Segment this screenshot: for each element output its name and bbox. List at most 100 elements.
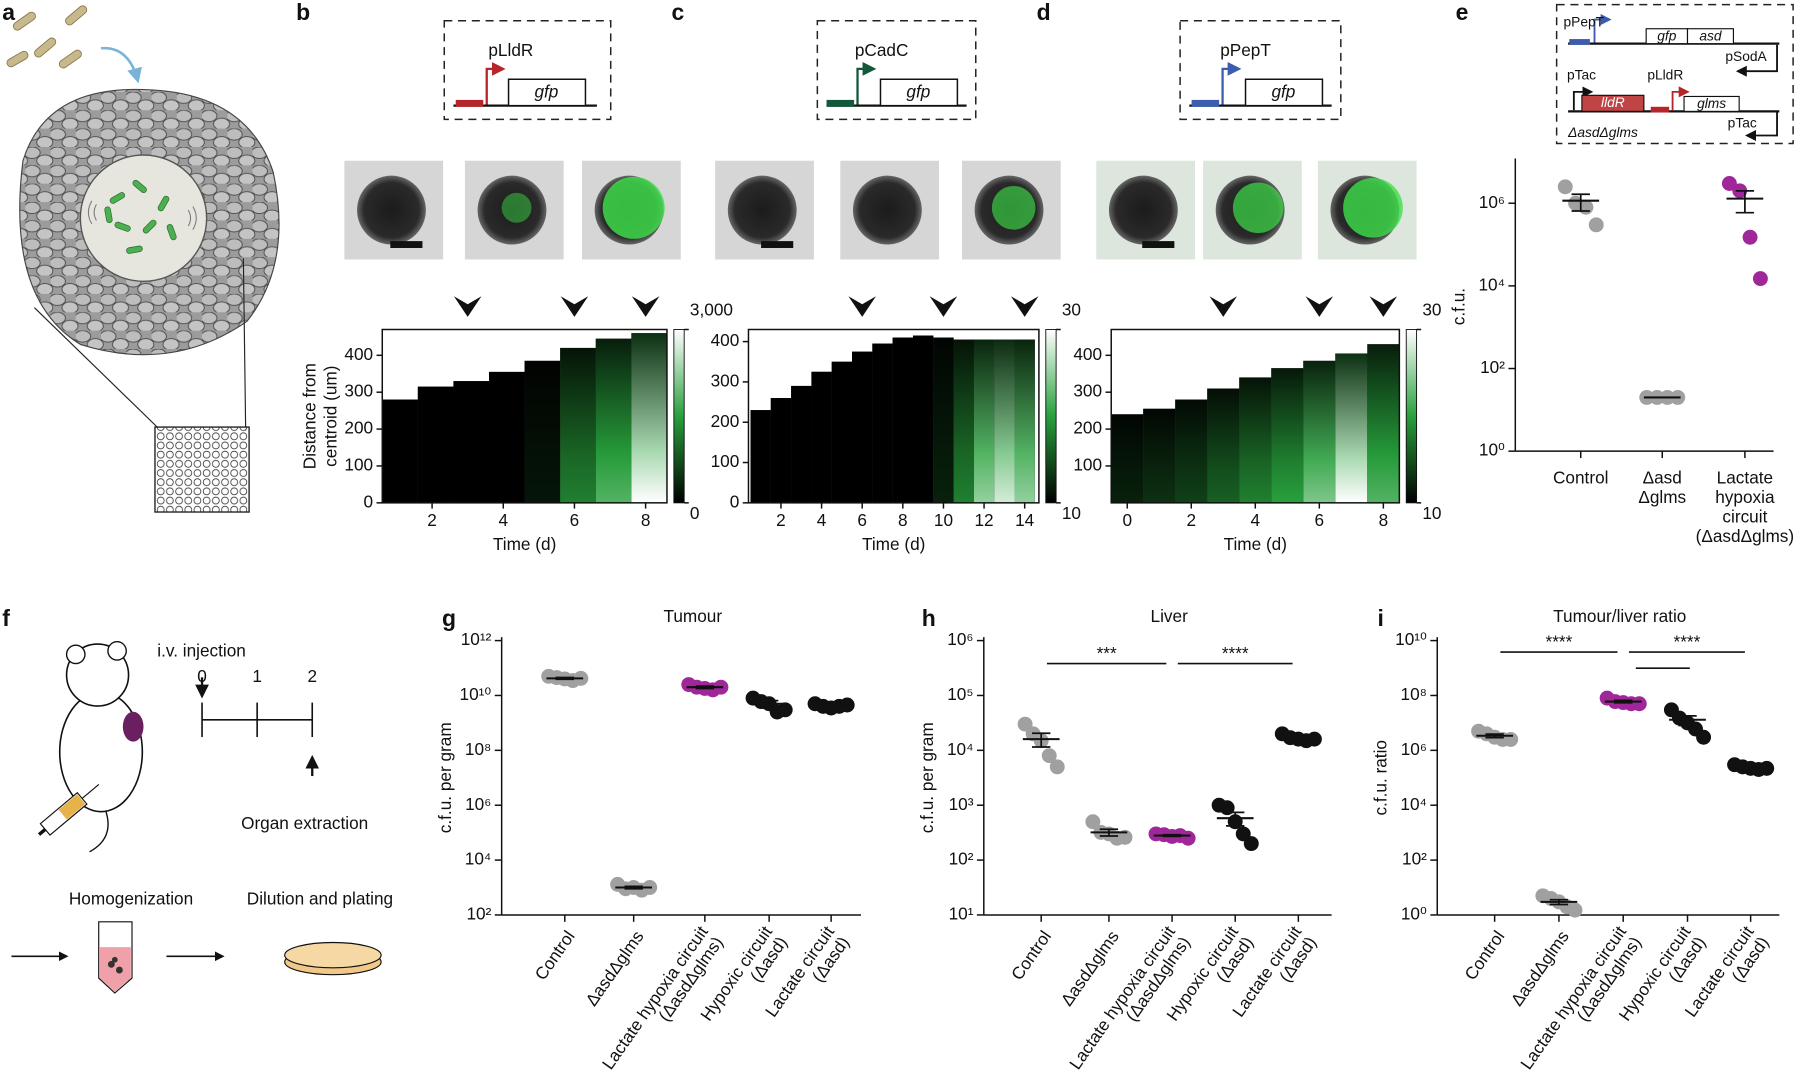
y-tick-label: 10⁴ xyxy=(1400,794,1427,814)
colorbar-label: 10 xyxy=(1062,503,1081,523)
heatmap-cell xyxy=(453,381,490,503)
time-point-arrow xyxy=(929,296,958,317)
heatmap-cell xyxy=(1239,377,1272,503)
construct: pLldR gfp xyxy=(443,19,612,121)
heatmap-cell xyxy=(1367,344,1400,503)
x-tick-label: Control xyxy=(1553,467,1608,487)
y-tick-label: 200 xyxy=(1073,418,1102,438)
heatmap-cell xyxy=(524,360,561,503)
time-point-arrow xyxy=(453,296,482,317)
x-tick-label: 4 xyxy=(1251,510,1261,530)
data-point xyxy=(1049,759,1065,775)
promoter-label: pLldR xyxy=(1647,67,1683,82)
y-tick-label: 200 xyxy=(711,411,740,431)
heatmap-cell xyxy=(953,339,974,503)
plot-frame xyxy=(381,328,668,504)
significance-label: *** xyxy=(1097,643,1117,663)
panel-labels: a b c d e f g h i xyxy=(2,0,1468,631)
x-tick-label: (ΔasdΔglms) xyxy=(1696,526,1795,546)
y-tick-label: 0 xyxy=(730,491,740,511)
colorbar xyxy=(1405,329,1418,504)
promoter-label: pTac xyxy=(1728,116,1757,131)
error-bar xyxy=(1741,765,1760,770)
panel-label: i xyxy=(1378,605,1384,631)
y-axis-label: c.f.u. ratio xyxy=(1371,740,1391,816)
heatmap-cell xyxy=(489,371,525,503)
error-bar xyxy=(695,685,715,690)
x-tick-label: Lactate xyxy=(1717,467,1773,487)
panel-label: g xyxy=(442,605,456,631)
annotation: Organ extraction xyxy=(241,813,368,833)
spheroid xyxy=(727,175,797,245)
promoter-label: pCadC xyxy=(855,40,909,60)
error-bar xyxy=(1678,715,1697,727)
data-point xyxy=(1180,830,1196,846)
error-bar xyxy=(624,885,643,890)
spheroid-illustration xyxy=(6,5,280,513)
y-tick-label: 100 xyxy=(711,451,740,471)
y-tick-label: 10⁶ xyxy=(1479,192,1505,212)
heatmap-cell xyxy=(382,399,418,503)
panel-label: a xyxy=(2,0,15,25)
y-tick-label: 10⁵ xyxy=(947,684,973,704)
data-point xyxy=(1085,814,1101,830)
significance-label: **** xyxy=(1674,631,1701,651)
heatmap-cell xyxy=(912,335,934,503)
heatmap-cell xyxy=(791,385,812,503)
y-tick-label: 10⁴ xyxy=(465,849,492,869)
x-tick-label: 14 xyxy=(1015,510,1035,530)
timeline-label: 2 xyxy=(307,666,317,686)
x-tick-label: 2 xyxy=(427,510,437,530)
x-tick-label: Lactate hypoxia circuit xyxy=(598,922,712,1073)
x-tick-label: 12 xyxy=(974,510,993,530)
x-tick-label: 2 xyxy=(776,510,786,530)
micrographs xyxy=(344,160,1417,260)
x-tick-label: Δglms xyxy=(1638,487,1686,507)
promoter-label: pTac xyxy=(1567,67,1596,82)
x-tick-label: Control xyxy=(530,927,578,984)
data-point xyxy=(1306,731,1322,747)
y-tick-label: 0 xyxy=(364,491,374,511)
x-tick-label: 6 xyxy=(1315,510,1325,530)
data-point xyxy=(1117,829,1133,845)
y-tick-label: 10² xyxy=(1480,357,1505,377)
time-point-arrow xyxy=(848,296,876,317)
scale-bar xyxy=(761,241,794,248)
gfp-signal xyxy=(501,192,532,223)
colorbar-label: 10 xyxy=(1422,503,1441,523)
time-point-arrow xyxy=(631,296,660,317)
time-point-arrow xyxy=(1305,296,1334,317)
heatmap-cell xyxy=(1271,368,1304,503)
y-tick-label: 10⁶ xyxy=(1401,739,1427,759)
colorbar-label: 30 xyxy=(1422,300,1441,320)
x-tick-label: ΔasdΔglms xyxy=(581,927,647,1010)
data-point xyxy=(1752,271,1768,287)
heatmap-cell xyxy=(631,333,667,503)
gene-label: gfp xyxy=(534,82,558,102)
x-tick-label: Lactate hypoxia circuit xyxy=(1516,922,1630,1073)
y-tick-label: 300 xyxy=(711,370,740,390)
error-bar xyxy=(1614,699,1633,704)
y-axis-label: centroid (um) xyxy=(320,365,340,466)
y-axis-label: c.f.u. per gram xyxy=(917,722,937,833)
x-tick-label: 6 xyxy=(570,510,580,530)
error-bar xyxy=(1226,811,1245,827)
plot-frame xyxy=(747,328,1040,504)
y-tick-label: 10⁶ xyxy=(947,629,973,649)
colorbar xyxy=(673,329,685,504)
heatmap-cell xyxy=(831,361,853,503)
error-bar xyxy=(759,699,779,709)
heatmap-cell xyxy=(1111,414,1144,503)
heatmap-cell xyxy=(1335,353,1368,503)
chart-title: Liver xyxy=(1151,606,1189,626)
x-tick-label: 6 xyxy=(857,510,867,530)
y-tick-label: 300 xyxy=(1073,381,1102,401)
data-point xyxy=(1759,760,1775,776)
y-tick-label: 10² xyxy=(466,904,491,924)
error-bar xyxy=(1099,828,1119,837)
strain-label: ΔasdΔglms xyxy=(1567,125,1638,140)
x-tick-label: 0 xyxy=(1122,510,1132,530)
gene-label: gfp xyxy=(1657,28,1676,43)
x-tick-label: Lactate hypoxia circuit xyxy=(1065,922,1179,1073)
